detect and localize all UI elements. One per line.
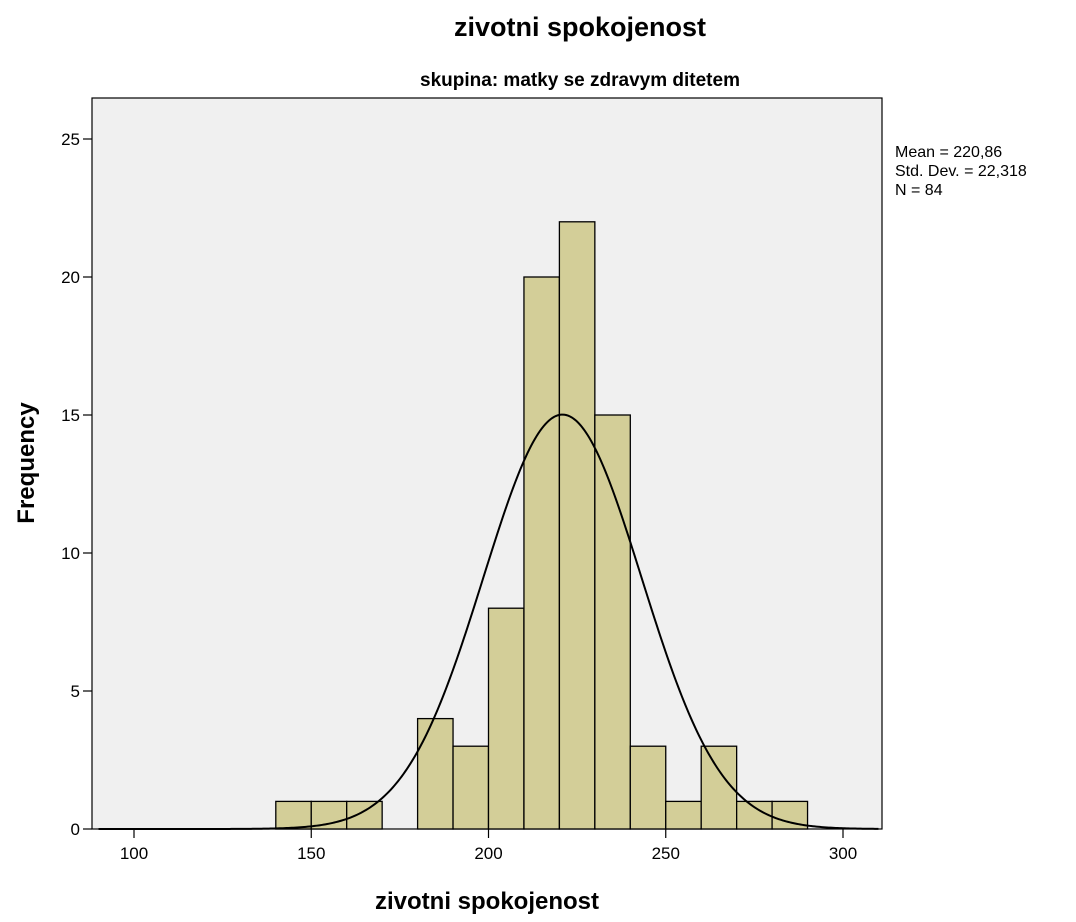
histogram-bar	[346, 800, 383, 830]
histogram-bar	[700, 745, 738, 830]
stats-box: Mean = 220,86 Std. Dev. = 22,318 N = 84	[895, 144, 1027, 199]
histogram-bar	[487, 607, 525, 830]
histogram-bar	[558, 221, 596, 830]
y-axis: 0 5 10 15 20 25	[61, 130, 92, 839]
y-tick-label: 20	[61, 268, 80, 287]
x-axis-title: zivotni spokojenost	[375, 888, 599, 915]
x-tick-label: 150	[297, 844, 325, 863]
histogram-bar	[736, 800, 773, 830]
y-tick-label: 25	[61, 130, 80, 149]
histogram-bar	[523, 276, 561, 830]
plot-area	[91, 97, 883, 830]
chart-subtitle: skupina: matky se zdravym ditetem	[420, 70, 740, 91]
normal-curve	[98, 413, 879, 830]
stats-n: N = 84	[895, 182, 943, 199]
y-tick-label: 15	[61, 406, 80, 425]
histogram-bar	[665, 800, 702, 830]
chart-title: zivotni spokojenost	[454, 12, 706, 42]
x-tick-label: 300	[829, 844, 857, 863]
x-tick-label: 250	[652, 844, 680, 863]
y-tick-label: 5	[71, 682, 80, 701]
histogram-bar	[416, 717, 454, 830]
x-tick-label: 100	[120, 844, 148, 863]
histogram-bar	[275, 800, 312, 830]
y-tick-label: 10	[61, 544, 80, 563]
histogram-bar	[594, 414, 631, 830]
histogram-bars	[275, 221, 809, 830]
y-tick-label: 0	[71, 820, 80, 839]
stats-mean: Mean = 220,86	[895, 144, 1002, 161]
histogram-bar	[629, 745, 667, 830]
x-tick-label: 200	[474, 844, 502, 863]
histogram-bar	[452, 745, 490, 830]
stats-std-dev: Std. Dev. = 22,318	[895, 163, 1027, 180]
x-axis: 100 150 200 250 300	[120, 829, 857, 863]
y-axis-title: Frequency	[13, 402, 40, 524]
